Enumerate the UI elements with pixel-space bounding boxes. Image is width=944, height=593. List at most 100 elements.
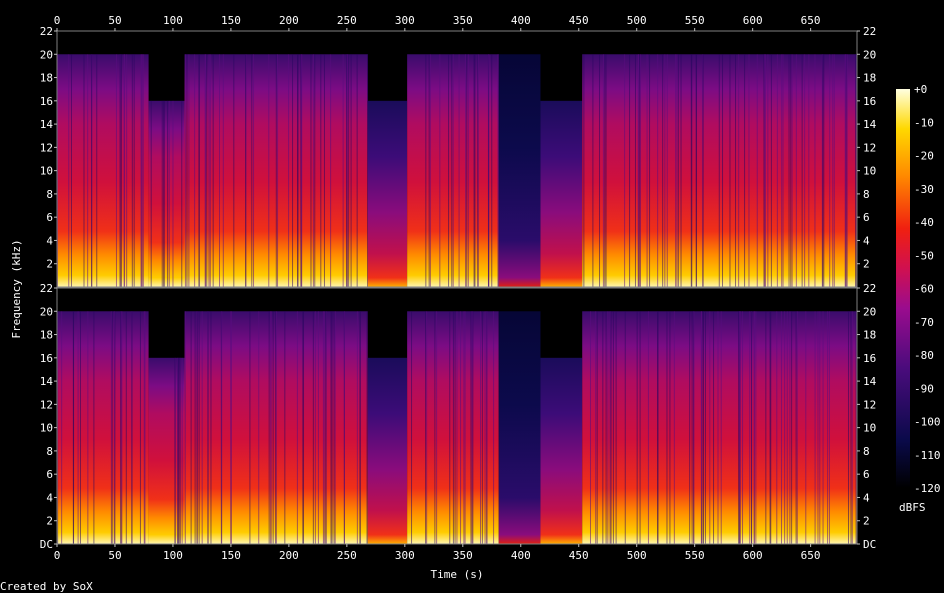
channel-1-spectrogram bbox=[57, 31, 857, 288]
transient-streak bbox=[637, 54, 639, 287]
y-tick-label-left: 16 bbox=[40, 95, 53, 108]
colorbar-tick-label: -100 bbox=[914, 416, 941, 429]
transient-streak bbox=[126, 54, 128, 287]
transient-streak bbox=[73, 311, 75, 544]
transient-streak bbox=[139, 311, 141, 544]
x-tick-label-bottom: 250 bbox=[337, 549, 357, 562]
transient-streak bbox=[460, 311, 462, 544]
transient-streak bbox=[592, 54, 594, 287]
transient-streak bbox=[784, 311, 786, 544]
transient-streak bbox=[817, 311, 819, 544]
transient-streak bbox=[163, 100, 165, 288]
transient-streak bbox=[595, 311, 597, 544]
transient-streak bbox=[753, 311, 755, 544]
x-tick-label-top: 350 bbox=[453, 14, 473, 27]
transient-streak bbox=[823, 54, 825, 287]
transient-streak bbox=[114, 311, 116, 544]
transient-streak bbox=[473, 54, 475, 287]
transient-streak bbox=[325, 311, 327, 544]
y-tick-label-left: 6 bbox=[46, 211, 53, 224]
transient-streak bbox=[691, 311, 693, 544]
x-tick-label-top: 600 bbox=[743, 14, 763, 27]
transient-streak bbox=[700, 311, 702, 544]
x-tick-label-top: 300 bbox=[395, 14, 415, 27]
transient-streak bbox=[322, 311, 324, 544]
transient-streak bbox=[144, 311, 146, 544]
transient-streak bbox=[275, 311, 277, 544]
transient-streak bbox=[356, 311, 358, 544]
transient-streak bbox=[436, 311, 438, 544]
transient-streak bbox=[87, 311, 89, 544]
transient-streak bbox=[196, 311, 198, 544]
y-tick-label-right: 6 bbox=[863, 468, 870, 481]
transient-streak bbox=[676, 54, 678, 287]
transient-streak bbox=[131, 54, 133, 287]
x-tick-label-bottom: 600 bbox=[743, 549, 763, 562]
transient-streak bbox=[808, 54, 810, 287]
transient-streak bbox=[249, 311, 251, 544]
transient-streak bbox=[610, 311, 612, 544]
transient-streak bbox=[201, 311, 203, 544]
transient-streak bbox=[781, 311, 783, 544]
transient-streak bbox=[599, 54, 601, 287]
y-tick-label-left: DC bbox=[40, 538, 53, 551]
transient-streak bbox=[133, 54, 135, 287]
y-tick-label-left: 8 bbox=[46, 188, 53, 201]
y-tick-label-right: 12 bbox=[863, 398, 876, 411]
colorbar-tick-label: -20 bbox=[914, 150, 934, 163]
transient-streak bbox=[657, 311, 659, 544]
transient-streak bbox=[720, 311, 722, 544]
transient-streak bbox=[429, 54, 431, 287]
y-tick-label-right: 10 bbox=[863, 165, 876, 178]
transient-streak bbox=[207, 311, 209, 544]
transient-streak bbox=[764, 54, 766, 287]
x-tick-label-bottom: 300 bbox=[395, 549, 415, 562]
transient-streak bbox=[602, 311, 604, 544]
x-tick-label-bottom: 150 bbox=[221, 549, 241, 562]
transient-streak bbox=[463, 311, 465, 544]
transient-streak bbox=[498, 54, 500, 287]
transient-streak bbox=[662, 54, 664, 287]
y-tick-label-right: 10 bbox=[863, 422, 876, 435]
transient-streak bbox=[449, 311, 451, 544]
transient-streak bbox=[657, 311, 659, 544]
transient-streak bbox=[639, 54, 641, 287]
transient-streak bbox=[472, 311, 474, 544]
transient-streak bbox=[639, 54, 641, 287]
x-tick-label-top: 150 bbox=[221, 14, 241, 27]
transient-streak bbox=[649, 54, 651, 287]
transient-streak bbox=[346, 54, 348, 287]
transient-streak bbox=[350, 54, 352, 287]
transient-streak bbox=[776, 54, 778, 287]
transient-streak bbox=[119, 54, 121, 287]
transient-streak bbox=[822, 54, 824, 287]
spectrogram-segment bbox=[367, 100, 408, 288]
transient-streak bbox=[451, 54, 453, 287]
transient-streak bbox=[425, 311, 427, 544]
transient-streak bbox=[763, 54, 765, 287]
transient-streak bbox=[804, 54, 806, 287]
transient-streak bbox=[851, 311, 853, 544]
transient-streak bbox=[96, 54, 98, 287]
y-tick-label-left: 2 bbox=[46, 258, 53, 271]
transient-streak bbox=[738, 54, 740, 287]
transient-streak bbox=[765, 311, 767, 544]
colorbar-tick-label: -30 bbox=[914, 183, 934, 196]
transient-streak bbox=[742, 311, 744, 544]
y-tick-label-right: 22 bbox=[863, 25, 876, 38]
transient-streak bbox=[589, 311, 591, 544]
transient-streak bbox=[801, 54, 803, 287]
spectrogram-segment bbox=[57, 311, 149, 544]
transient-streak bbox=[323, 311, 325, 544]
transient-streak bbox=[767, 54, 769, 287]
y-tick-label-left: 14 bbox=[40, 118, 54, 131]
y-tick-label-right: 14 bbox=[863, 118, 877, 131]
y-tick-label-right: 20 bbox=[863, 48, 876, 61]
y-tick-label-left: 4 bbox=[46, 491, 53, 504]
x-tick-label-top: 250 bbox=[337, 14, 357, 27]
transient-streak bbox=[268, 54, 270, 287]
transient-streak bbox=[428, 54, 430, 287]
transient-streak bbox=[115, 54, 117, 287]
transient-streak bbox=[452, 54, 454, 287]
transient-streak bbox=[855, 54, 857, 287]
